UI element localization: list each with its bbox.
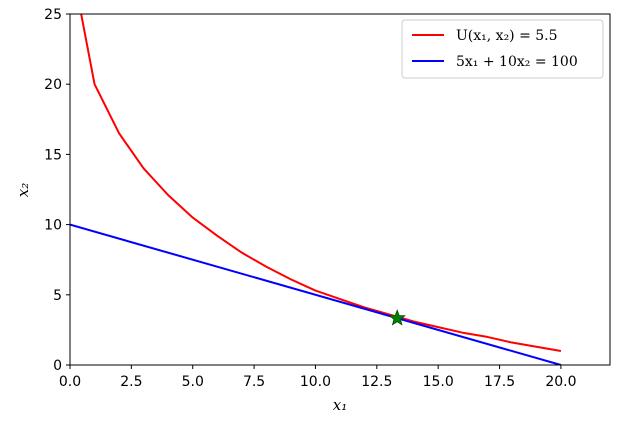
- x-tick-label: 10.0: [300, 374, 331, 390]
- y-tick-label: 25: [44, 7, 62, 23]
- x-tick-label: 12.5: [361, 374, 392, 390]
- x-tick-label: 17.5: [484, 374, 515, 390]
- y-tick-label: 0: [53, 358, 62, 374]
- plot-frame: [69, 13, 611, 366]
- x-tick-label: 5.0: [182, 374, 204, 390]
- y-tick-label: 15: [44, 147, 62, 163]
- legend-label-budget: 5x₁ + 10x₂ = 100: [456, 54, 578, 70]
- series-line-1: [70, 223, 562, 365]
- y-tick-label: 10: [44, 218, 62, 234]
- optimum-star-marker-0: [388, 309, 406, 326]
- x-axis-label: x₁: [333, 396, 347, 414]
- series-line-0: [80, 14, 562, 352]
- x-tick-label: 15.0: [423, 374, 454, 390]
- marker-layer: [388, 309, 406, 326]
- legend-box: [401, 19, 604, 79]
- x-axis-ticks: 0.0 2.5 5.0 7.5 10.0 12.5 15.0 17.5 20.0: [59, 365, 576, 390]
- y-axis-ticks: 0 5 10 15 20 25: [44, 7, 70, 374]
- x-tick-label: 2.5: [120, 374, 142, 390]
- legend-label-utility: U(x₁, x₂) = 5.5: [456, 28, 558, 44]
- y-tick-label: 20: [44, 77, 62, 93]
- series-layer: [70, 14, 562, 365]
- x-tick-label: 7.5: [243, 374, 265, 390]
- legend: U(x₁, x₂) = 5.5 5x₁ + 10x₂ = 100: [401, 19, 604, 79]
- x-tick-label: 0.0: [59, 374, 81, 390]
- y-tick-label: 5: [53, 288, 62, 304]
- y-axis-label: x₂: [14, 183, 32, 197]
- x-tick-label: 20.0: [545, 374, 576, 390]
